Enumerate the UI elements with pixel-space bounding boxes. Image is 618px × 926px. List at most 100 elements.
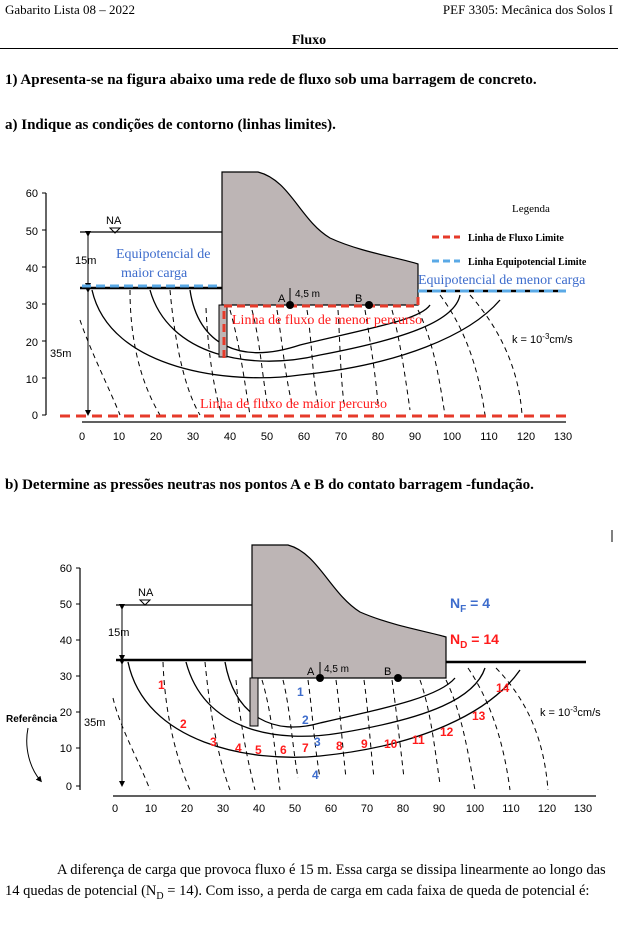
x-tick: 130 [554,431,572,443]
x-tick: 30 [187,431,199,443]
annot-eq-high-2: maior carga [121,266,188,281]
na-label: NA [106,215,122,227]
x-tick: 40 [224,431,236,443]
x-tick: 20 [181,803,193,815]
drop-number: 4 [235,741,242,755]
nf-label: NF = 4 [450,595,490,615]
paragraph-sub: D [156,890,164,902]
x-tick: 60 [325,803,337,815]
x-tick: 70 [335,431,347,443]
x-tick: 0 [112,803,118,815]
dam [221,171,419,306]
k-value: k = 10-3cm/s [512,332,573,346]
x-tick: 50 [289,803,301,815]
dim-35m: 35m [84,717,105,729]
x-tick: 130 [574,803,592,815]
dim-15m: 15m [108,627,129,639]
x-tick: 30 [217,803,229,815]
section-title: Fluxo [291,33,327,48]
item-a: a) Indique as condições de contorno (lin… [5,117,336,133]
x-tick: 100 [466,803,484,815]
x-tick: 10 [145,803,157,815]
x-tick: 20 [150,431,162,443]
legend-flow: Linha de Fluxo Limite [468,233,564,244]
drop-number: 11 [412,733,425,747]
dim-4-5m: 4,5 m [295,289,320,300]
point-b [365,301,373,309]
y-tick: 0 [66,781,72,793]
referencia-label: Referência [6,714,58,725]
flow-lines [91,289,501,379]
item-b: b) Determine as pressões neutras nos pon… [5,477,534,493]
point-a-label: A [307,666,315,678]
paragraph-text-2: = 14). Com isso, a perda de carga em cad… [163,883,590,899]
y-tick: 50 [26,226,38,238]
x-tick: 120 [538,803,556,815]
point-a [316,674,324,682]
y-tick: 40 [60,635,72,647]
header-left: Gabarito Lista 08 – 2022 [5,2,135,17]
dam [251,544,447,679]
y-tick: 60 [26,188,38,200]
x-tick: 110 [480,431,498,443]
channel-number: 3 [314,735,321,749]
y-tick: 10 [60,743,72,755]
drop-number: 6 [280,743,287,757]
y-tick: 50 [60,599,72,611]
y-tick: 30 [26,300,38,312]
drop-number: 9 [361,737,368,751]
y-tick: 40 [26,263,38,275]
figure-2-flow-net: 60 50 40 30 20 10 0 0 10 20 30 40 50 60 … [6,530,613,815]
y-tick: 60 [60,563,72,575]
drop-number: 7 [302,741,309,755]
x-tick: 80 [372,431,384,443]
drop-number: 12 [440,725,454,739]
dim-15m: 15m [75,255,96,267]
na-label: NA [138,587,154,599]
legend-equip: Linha Equipotencial Limite [468,257,587,268]
channel-number: 2 [302,713,309,727]
x-tick: 0 [79,431,85,443]
annot-flow-short: Linha de fluxo de menor percurso [232,313,422,328]
point-a [286,301,294,309]
point-b-label: B [384,666,391,678]
nd-label: ND = 14 [450,631,499,651]
x-tick: 120 [517,431,535,443]
drop-number: 3 [210,735,217,749]
annot-eq-low: Equipotencial de menor carga [418,273,586,288]
point-a-label: A [278,293,286,305]
k-value: k = 10-3cm/s [540,705,601,719]
figure-1-flow-net: 60 50 40 30 20 10 0 0 10 20 30 40 50 60 … [26,171,587,443]
x-tick: 60 [298,431,310,443]
x-tick: 10 [113,431,125,443]
x-tick: 100 [443,431,461,443]
dim-4-5m: 4,5 m [324,664,349,675]
drop-number: 14 [496,681,510,695]
drop-number: 10 [384,737,398,751]
x-tick: 70 [361,803,373,815]
channel-number: 1 [297,685,304,699]
y-tick: 30 [60,671,72,683]
dim-35m: 35m [50,348,71,360]
header-right: PEF 3305: Mecânica dos Solos I [442,2,613,17]
drop-number: 2 [180,717,187,731]
paragraph: A diferença de carga que provoca fluxo é… [5,860,615,907]
drop-number: 5 [255,743,262,757]
question-1: 1) Apresenta-se na figura abaixo uma red… [5,72,537,88]
x-tick: 110 [502,803,520,815]
point-b [394,674,402,682]
y-tick: 20 [60,707,72,719]
equipotential-lines [79,289,523,416]
header-rule [0,48,618,49]
y-tick: 20 [26,337,38,349]
drop-number: 1 [158,678,165,692]
drop-number: 13 [472,709,486,723]
equipotential-lines [112,661,549,791]
channel-number: 4 [312,768,319,782]
annot-flow-long: Linha de fluxo de maior percurso [200,397,387,412]
x-tick: 40 [253,803,265,815]
annot-eq-high-1: Equipotencial de [116,247,210,262]
x-tick: 50 [261,431,273,443]
x-tick: 80 [397,803,409,815]
x-tick: 90 [433,803,445,815]
